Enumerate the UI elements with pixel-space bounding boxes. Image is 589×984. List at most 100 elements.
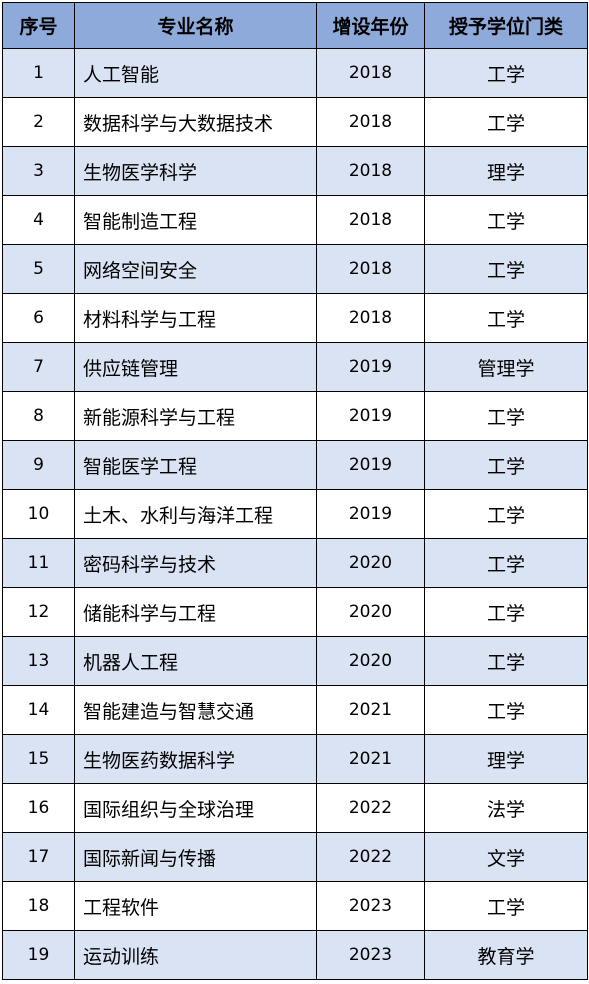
cell-year: 2022 (316, 783, 425, 833)
table-row: 10 土木、水利与海洋工程 2019 工学 (2, 489, 588, 539)
table-row: 12 储能科学与工程 2020 工学 (2, 587, 588, 637)
cell-degree-category: 工学 (424, 538, 588, 588)
cell-no: 16 (2, 783, 75, 833)
cell-degree-category: 文学 (424, 832, 588, 882)
table-row: 11 密码科学与技术 2020 工学 (2, 538, 588, 588)
cell-degree-category: 管理学 (424, 342, 588, 392)
cell-year: 2018 (316, 146, 425, 196)
cell-year: 2023 (316, 881, 425, 931)
table-row: 15 生物医药数据科学 2021 理学 (2, 734, 588, 784)
cell-major-name: 智能医学工程 (74, 440, 317, 490)
cell-year: 2018 (316, 48, 425, 98)
cell-major-name: 密码科学与技术 (74, 538, 317, 588)
cell-year: 2018 (316, 195, 425, 245)
cell-year: 2020 (316, 636, 425, 686)
cell-no: 9 (2, 440, 75, 490)
cell-major-name: 国际新闻与传播 (74, 832, 317, 882)
cell-year: 2019 (316, 440, 425, 490)
cell-major-name: 材料科学与工程 (74, 293, 317, 343)
cell-no: 2 (2, 97, 75, 147)
cell-degree-category: 工学 (424, 587, 588, 637)
cell-major-name: 人工智能 (74, 48, 317, 98)
cell-no: 4 (2, 195, 75, 245)
cell-major-name: 储能科学与工程 (74, 587, 317, 637)
cell-no: 19 (2, 930, 75, 980)
cell-degree-category: 工学 (424, 685, 588, 735)
cell-degree-category: 工学 (424, 489, 588, 539)
cell-degree-category: 工学 (424, 48, 588, 98)
cell-year: 2020 (316, 538, 425, 588)
cell-year: 2019 (316, 391, 425, 441)
cell-no: 5 (2, 244, 75, 294)
cell-major-name: 数据科学与大数据技术 (74, 97, 317, 147)
cell-degree-category: 工学 (424, 636, 588, 686)
cell-no: 6 (2, 293, 75, 343)
cell-degree-category: 理学 (424, 734, 588, 784)
header-year: 增设年份 (316, 2, 425, 49)
cell-major-name: 国际组织与全球治理 (74, 783, 317, 833)
table-row: 17 国际新闻与传播 2022 文学 (2, 832, 588, 882)
cell-year: 2018 (316, 97, 425, 147)
cell-year: 2018 (316, 244, 425, 294)
cell-year: 2019 (316, 489, 425, 539)
header-row: 序号 专业名称 增设年份 授予学位门类 (2, 2, 588, 49)
cell-degree-category: 工学 (424, 440, 588, 490)
cell-major-name: 工程软件 (74, 881, 317, 931)
cell-degree-category: 法学 (424, 783, 588, 833)
cell-degree-category: 教育学 (424, 930, 588, 980)
cell-no: 18 (2, 881, 75, 931)
cell-no: 8 (2, 391, 75, 441)
cell-degree-category: 工学 (424, 97, 588, 147)
cell-year: 2021 (316, 685, 425, 735)
cell-no: 15 (2, 734, 75, 784)
header-name: 专业名称 (74, 2, 317, 49)
cell-year: 2020 (316, 587, 425, 637)
cell-no: 3 (2, 146, 75, 196)
cell-year: 2018 (316, 293, 425, 343)
cell-no: 11 (2, 538, 75, 588)
table-row: 2 数据科学与大数据技术 2018 工学 (2, 97, 588, 147)
cell-year: 2022 (316, 832, 425, 882)
table-row: 14 智能建造与智慧交通 2021 工学 (2, 685, 588, 735)
header-no: 序号 (2, 2, 75, 49)
cell-degree-category: 工学 (424, 881, 588, 931)
cell-no: 12 (2, 587, 75, 637)
table-row: 9 智能医学工程 2019 工学 (2, 440, 588, 490)
table-body: 1 人工智能 2018 工学 2 数据科学与大数据技术 2018 工学 3 生物医学科学 2018 理… (2, 48, 588, 980)
cell-no: 14 (2, 685, 75, 735)
cell-year: 2021 (316, 734, 425, 784)
cell-major-name: 机器人工程 (74, 636, 317, 686)
table-row: 6 材料科学与工程 2018 工学 (2, 293, 588, 343)
cell-major-name: 智能制造工程 (74, 195, 317, 245)
table-row: 16 国际组织与全球治理 2022 法学 (2, 783, 588, 833)
table-header: 序号 专业名称 增设年份 授予学位门类 (2, 2, 588, 49)
table-row: 13 机器人工程 2020 工学 (2, 636, 588, 686)
cell-degree-category: 理学 (424, 146, 588, 196)
cell-major-name: 土木、水利与海洋工程 (74, 489, 317, 539)
table-row: 4 智能制造工程 2018 工学 (2, 195, 588, 245)
table-row: 5 网络空间安全 2018 工学 (2, 244, 588, 294)
cell-major-name: 供应链管理 (74, 342, 317, 392)
cell-major-name: 运动训练 (74, 930, 317, 980)
table-row: 18 工程软件 2023 工学 (2, 881, 588, 931)
cell-year: 2023 (316, 930, 425, 980)
cell-major-name: 智能建造与智慧交通 (74, 685, 317, 735)
cell-no: 13 (2, 636, 75, 686)
cell-major-name: 网络空间安全 (74, 244, 317, 294)
cell-year: 2019 (316, 342, 425, 392)
table-row: 19 运动训练 2023 教育学 (2, 930, 588, 980)
cell-degree-category: 工学 (424, 293, 588, 343)
cell-major-name: 生物医学科学 (74, 146, 317, 196)
cell-no: 1 (2, 48, 75, 98)
cell-degree-category: 工学 (424, 244, 588, 294)
cell-degree-category: 工学 (424, 391, 588, 441)
cell-degree-category: 工学 (424, 195, 588, 245)
cell-major-name: 新能源科学与工程 (74, 391, 317, 441)
table-row: 7 供应链管理 2019 管理学 (2, 342, 588, 392)
cell-no: 10 (2, 489, 75, 539)
table-row: 1 人工智能 2018 工学 (2, 48, 588, 98)
cell-no: 7 (2, 342, 75, 392)
cell-no: 17 (2, 832, 75, 882)
